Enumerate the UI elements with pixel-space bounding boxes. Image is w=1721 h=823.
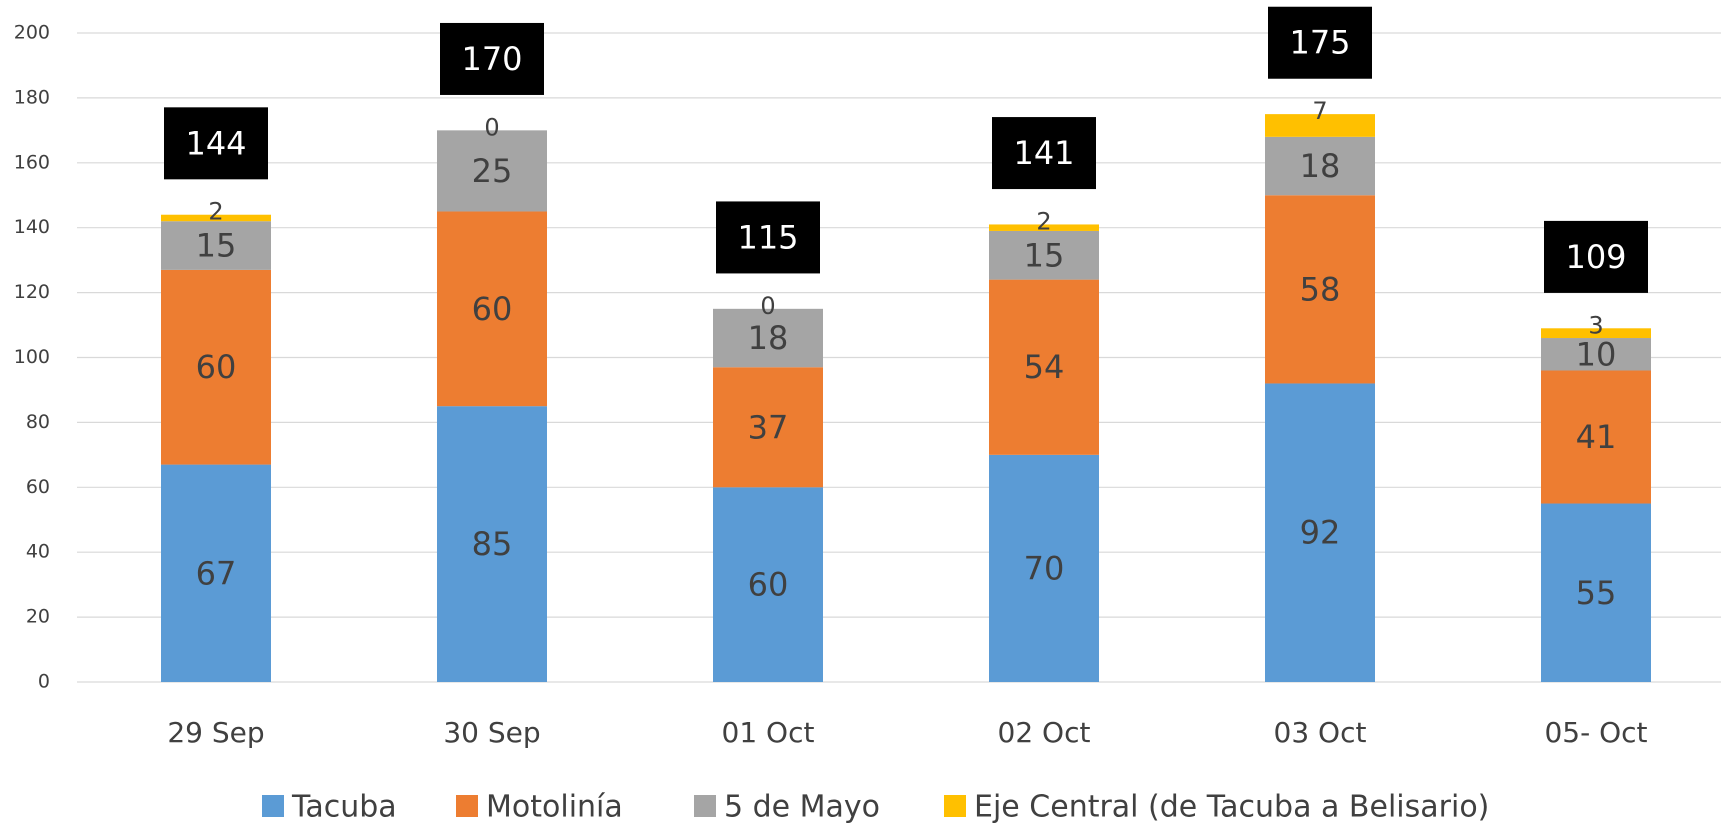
bar-segment	[1541, 370, 1651, 504]
data-label: 18	[1300, 147, 1341, 185]
legend-swatch	[694, 795, 716, 817]
data-label: 15	[1024, 236, 1065, 274]
bar-segment	[1541, 328, 1651, 339]
bar-segment	[161, 214, 271, 222]
data-label: 55	[1576, 574, 1617, 612]
data-label: 70	[1024, 549, 1065, 587]
data-label: 60	[472, 290, 513, 328]
bar-segment	[1265, 195, 1375, 384]
data-label: 67	[196, 554, 237, 592]
bar-segment	[989, 224, 1099, 231]
legend-swatch	[456, 795, 478, 817]
y-tick-label: 100	[14, 346, 50, 368]
total-box	[1544, 220, 1648, 293]
bar-segment	[437, 211, 547, 407]
bar-segment	[1265, 383, 1375, 682]
total-label: 141	[1013, 134, 1074, 172]
y-tick-label: 60	[26, 476, 50, 498]
bar-segment	[1265, 114, 1375, 137]
data-label: 2	[208, 198, 223, 226]
data-label: 60	[748, 566, 789, 604]
y-tick-label: 0	[38, 671, 50, 693]
bar-segment	[1541, 338, 1651, 371]
x-tick-label: 01 Oct	[722, 716, 815, 749]
data-label: 0	[484, 113, 499, 141]
x-tick-label: 03 Oct	[1274, 716, 1367, 749]
total-label: 170	[461, 40, 522, 78]
bar-segment	[161, 464, 271, 682]
bar-segment	[713, 367, 823, 488]
x-tick-label: 05- Oct	[1544, 716, 1647, 749]
x-tick-label: 29 Sep	[167, 716, 264, 749]
legend-swatch	[262, 795, 284, 817]
legend-swatch	[944, 795, 966, 817]
bar-segment	[989, 230, 1099, 280]
y-tick-label: 120	[14, 281, 50, 303]
data-label: 41	[1576, 418, 1617, 456]
total-box	[992, 117, 1096, 190]
bar-segment	[713, 487, 823, 682]
y-tick-label: 80	[26, 411, 50, 433]
legend-label: Tacuba	[291, 790, 397, 823]
data-label: 37	[748, 408, 789, 446]
total-box	[716, 201, 820, 274]
x-tick-label: 30 Sep	[443, 716, 540, 749]
legend-label: Motolinía	[486, 790, 623, 823]
bar-segment	[989, 279, 1099, 455]
data-label: 60	[196, 348, 237, 386]
data-label: 25	[472, 152, 513, 190]
bar-segment	[1265, 136, 1375, 196]
data-label: 3	[1588, 311, 1603, 339]
data-label: 92	[1300, 514, 1341, 552]
data-label: 54	[1024, 348, 1065, 386]
bar-segment	[713, 308, 823, 368]
total-label: 175	[1289, 24, 1350, 62]
data-label: 18	[748, 319, 789, 357]
total-label: 109	[1565, 238, 1626, 276]
y-tick-label: 160	[14, 151, 50, 173]
legend-label: Eje Central (de Tacuba a Belisario)	[974, 790, 1489, 823]
data-label: 0	[760, 292, 775, 320]
data-label: 85	[472, 525, 513, 563]
bar-segment	[1541, 503, 1651, 682]
y-tick-label: 200	[14, 22, 50, 44]
y-tick-label: 140	[14, 216, 50, 238]
legend-label: 5 de Mayo	[724, 790, 880, 823]
total-box	[164, 107, 268, 180]
total-box	[440, 22, 544, 95]
bar-segment	[161, 269, 271, 465]
total-box	[1268, 6, 1372, 79]
x-tick-label: 02 Oct	[998, 716, 1091, 749]
bar-segment	[437, 406, 547, 682]
y-tick-label: 20	[26, 606, 50, 628]
data-label: 58	[1300, 270, 1341, 308]
data-label: 15	[196, 227, 237, 265]
data-label: 7	[1312, 97, 1327, 125]
data-label: 10	[1576, 335, 1617, 373]
bar-segment	[161, 221, 271, 270]
bar-segment	[437, 130, 547, 212]
total-label: 144	[185, 124, 246, 162]
total-label: 115	[737, 218, 798, 256]
y-tick-label: 180	[14, 86, 50, 108]
y-tick-label: 40	[26, 541, 50, 563]
data-label: 2	[1036, 207, 1051, 235]
bar-segment	[989, 454, 1099, 682]
